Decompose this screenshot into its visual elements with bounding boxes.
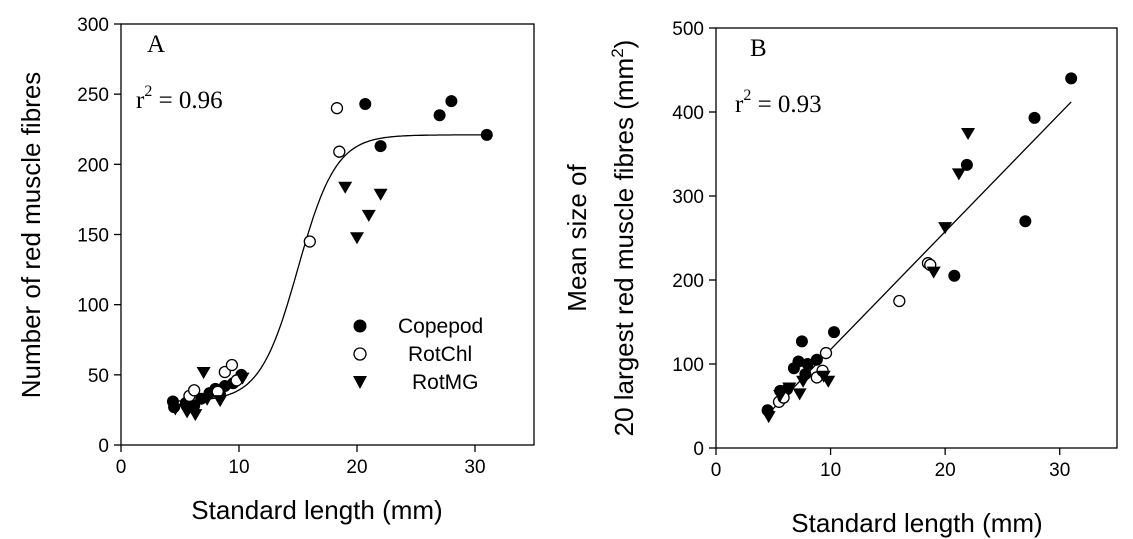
panel-b-r2-annotation: r2 = 0.93 [735,87,822,118]
panel-a-y-tick-label: 0 [98,436,109,457]
panel-a-point-copepod [480,128,493,141]
panel-a-point-rotchl [330,102,344,115]
panel-a-point-rotchl [225,358,239,372]
panel-b-point-rotmg [773,390,788,403]
panel-b-y-axis-label-line2: 20 largest red muscle fibres (mm2) [608,40,639,437]
panel-a-y-tick-label: 300 [77,15,109,36]
panel-a-y-tick-label: 100 [77,296,109,317]
panel-b-x-tick-label: 20 [935,460,956,481]
panel-b-data-points [761,72,1078,424]
panel-a-point-rotmg [373,188,388,201]
panel-a-point-rotmg [196,367,211,380]
legend-marker-rotmg [353,376,367,389]
panel-b-point-copepod [801,358,814,370]
panel-b-label: B [750,35,767,62]
panel-b-point-rotmg [951,168,966,181]
panel-a-x-tick-label: 30 [464,457,485,478]
legend-marker-copepod [353,319,367,333]
panel-b-point-copepod [960,158,973,171]
panel-b-y-tick-label: 300 [672,187,704,208]
panel-a-x-tick-label: 20 [346,457,367,478]
panel-b-x-axis-label: Standard length (mm) [791,508,1042,538]
panel-a-point-rotmg [200,393,215,406]
panel-b-x-tick-label: 0 [711,460,722,481]
panel-a-y-tick-label: 150 [77,226,109,247]
panel-b-point-rotmg [821,375,836,388]
panel-a-label: A [147,31,165,58]
panel-b-point-copepod [1028,111,1041,124]
panel-b-x-tick-label: 10 [820,460,841,481]
panel-a-point-rotmg [361,209,376,222]
legend-label-copepod: Copepod [398,315,483,338]
panel-a-legend: Copepod RotChl RotMG [353,315,483,394]
panel-b-point-copepod [810,353,823,366]
panel-a-point-rotmg [213,395,228,408]
panel-a-r2-annotation: r2 = 0.96 [136,83,223,114]
panel-a-y-tick-label: 200 [77,155,109,176]
panel-b-point-rotmg [961,128,976,140]
panel-b-point-rotmg [926,266,941,279]
legend-label-rotmg: RotMG [412,371,479,394]
panel-a-point-rotmg [188,409,203,422]
panel-b-x-tick-label: 30 [1049,460,1070,481]
legend-label-rotchl: RotChl [408,343,472,366]
panel-b-point-copepod [948,269,961,282]
panel-a-point-rotmg [235,372,250,385]
panel-a-point-rotchl [188,384,201,397]
panel-b-point-copepod [1065,72,1078,85]
panel-b-point-copepod [795,335,808,348]
panel-b-point-rotmg [938,222,953,235]
panel-a-x-tick-label: 0 [116,457,127,478]
panel-a-point-copepod [359,97,372,110]
panel-a-point-copepod [433,109,446,122]
panel-a-point-rotchl [303,235,316,248]
panel-b-point-rotchl [893,294,906,308]
legend-marker-rotchl [353,347,367,361]
panel-b-y-tick-label: 500 [672,19,704,40]
panel-b-point-copepod [828,326,841,339]
panel-b-fit-line [767,101,1072,415]
panel-b-y-tick-label: 200 [672,271,704,292]
panel-a-point-copepod [445,95,458,108]
panel-a-y-tick-label: 250 [77,85,109,106]
panel-a-x-tick-label: 10 [228,457,249,478]
panel-a-x-axis-label: Standard length (mm) [191,495,442,525]
panel-b-y-tick-label: 0 [693,439,704,460]
panel-b-y-tick-label: 400 [672,103,704,124]
panel-a-point-rotmg [350,232,364,245]
panel-b-point-rotmg [782,382,797,395]
panel-b-point-copepod [1019,215,1032,228]
panel-a-point-copepod [374,140,387,153]
panel-b-point-rotmg [761,411,776,424]
panel-a-y-axis-label: Number of red muscle fibres [16,72,46,399]
panel-a-data-points [166,95,493,422]
panel-b-plot-frame [715,27,1118,449]
panel-b-y-tick-label: 100 [672,355,704,376]
panel-a-point-rotmg [338,181,353,194]
panel-b-point-rotmg [796,375,811,388]
panel-a-y-tick-label: 50 [88,366,109,387]
panel-a-point-rotchl [333,145,346,158]
panel-b-point-rotmg [792,388,807,401]
panel-b-point-rotchl [819,346,833,360]
panel-b-y-axis-label-line1: Mean size of [562,164,592,312]
panel-a-point-rotmg [168,403,183,416]
panel-b-point-copepod [792,355,805,368]
